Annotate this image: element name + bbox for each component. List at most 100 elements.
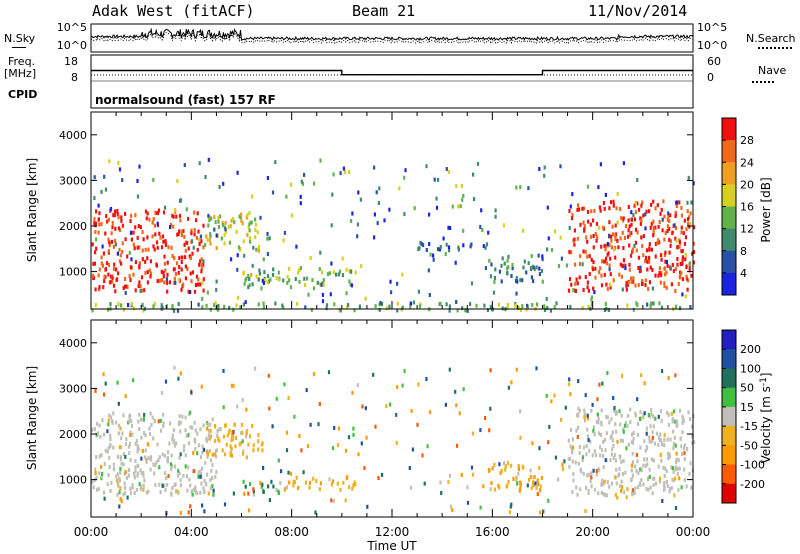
velocity-cell	[676, 466, 679, 471]
velocity-cell	[228, 428, 231, 433]
power-cell	[609, 272, 612, 277]
velocity-cell	[586, 413, 589, 418]
velocity-cell	[522, 465, 525, 470]
power-cell	[312, 286, 316, 291]
velocity-cell	[568, 464, 571, 469]
power-cell	[482, 244, 485, 249]
velocity-cell	[667, 451, 670, 456]
power-cell	[404, 168, 407, 173]
power-colorbar-swatch	[722, 250, 736, 274]
velocity-cell	[678, 408, 682, 413]
power-cell	[679, 306, 682, 311]
power-cell	[537, 253, 540, 258]
velocity-cell	[626, 424, 629, 429]
power-cell	[670, 282, 673, 287]
power-cell	[685, 227, 688, 232]
velocity-cell	[683, 467, 686, 472]
power-cell	[332, 270, 335, 275]
power-cell	[303, 172, 306, 177]
velocity-cell	[131, 483, 134, 488]
velocity-cell	[209, 486, 212, 491]
velocity-cell	[680, 452, 684, 456]
velocity-cell	[201, 503, 204, 508]
power-cell	[124, 211, 127, 216]
power-cell	[483, 303, 486, 308]
power-cell	[621, 264, 624, 269]
power-cell	[378, 307, 381, 312]
power-cell	[674, 304, 678, 309]
velocity-cell	[101, 472, 104, 476]
velocity-cell	[585, 444, 588, 448]
power-cell	[257, 245, 261, 249]
power-cell	[103, 274, 106, 279]
velocity-cell	[234, 444, 237, 449]
power-cell	[455, 300, 458, 304]
velocity-cell	[685, 484, 688, 489]
velocity-cell	[163, 483, 166, 488]
power-cell	[97, 230, 100, 235]
velocity-cell	[563, 459, 566, 464]
power-cell	[142, 308, 145, 313]
velocity-cell	[623, 490, 626, 495]
velocity-cell	[637, 470, 640, 475]
power-cell	[663, 283, 666, 288]
velocity-cell	[179, 483, 182, 488]
power-cell	[568, 226, 571, 230]
power-cell	[105, 261, 109, 266]
velocity-cell	[351, 390, 354, 395]
power-cell	[128, 274, 131, 279]
power-cell	[178, 256, 181, 261]
power-cell	[619, 236, 622, 241]
power-cell	[447, 225, 450, 230]
velocity-cell	[622, 429, 625, 434]
power-cell	[438, 247, 441, 252]
velocity-cell	[425, 377, 428, 381]
power-cell	[289, 285, 292, 290]
velocity-cell	[244, 484, 247, 489]
power-cell	[593, 208, 596, 213]
velocity-cell	[586, 473, 589, 478]
power-cell	[466, 308, 469, 313]
power-cell	[140, 288, 144, 293]
power-cell	[134, 225, 137, 230]
velocity-cell	[668, 489, 671, 494]
velocity-cell	[636, 432, 639, 437]
power-cell	[628, 243, 631, 248]
velocity-cell	[608, 484, 611, 489]
velocity-cell	[108, 413, 111, 418]
power-cell	[321, 299, 325, 304]
power-cell	[109, 280, 112, 285]
velocity-cell	[614, 475, 617, 480]
power-cell	[401, 272, 404, 277]
velocity-cell	[652, 414, 655, 419]
power-cell	[663, 237, 666, 242]
velocity-cell	[498, 462, 501, 467]
power-cell	[574, 281, 577, 286]
velocity-cell	[676, 423, 679, 428]
velocity-cell	[661, 499, 664, 503]
velocity-cell	[636, 397, 639, 402]
power-cell	[207, 157, 210, 162]
power-cell	[576, 236, 579, 241]
power-cell	[300, 179, 303, 184]
velocity-colorbar-swatch	[722, 330, 736, 350]
velocity-cell	[337, 426, 341, 431]
velocity-cell	[589, 439, 592, 444]
power-cell	[301, 181, 304, 186]
velocity-cell	[554, 455, 557, 460]
power-cell	[230, 218, 233, 223]
velocity-cell	[515, 477, 518, 482]
velocity-cell	[654, 481, 658, 486]
velocity-cell	[95, 455, 98, 459]
power-cell	[396, 301, 399, 306]
date-title: 11/Nov/2014	[588, 2, 688, 20]
power-cell	[197, 237, 201, 242]
velocity-cell	[119, 466, 122, 471]
power-cell	[586, 239, 589, 244]
power-cell	[116, 277, 119, 282]
power-cell	[515, 276, 518, 280]
power-cell	[521, 304, 524, 309]
velocity-cell	[247, 508, 251, 513]
velocity-cell	[668, 452, 671, 457]
power-cell	[678, 240, 681, 245]
